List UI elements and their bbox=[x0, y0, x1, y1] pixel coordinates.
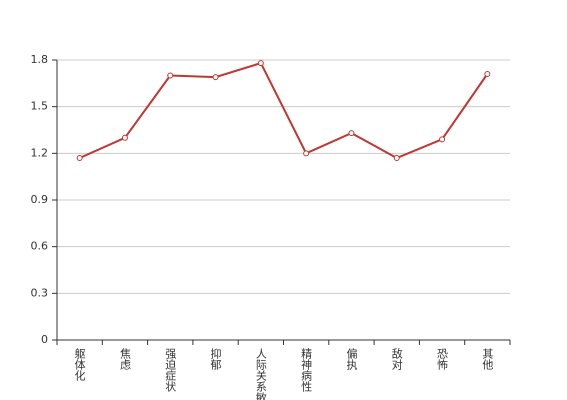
x-tick-label: 偏执 bbox=[345, 347, 358, 371]
y-tick-label: 1.2 bbox=[31, 146, 49, 159]
x-tick-label: 恐怖 bbox=[436, 348, 449, 370]
x-tick-label: 敌对 bbox=[390, 347, 403, 370]
line bbox=[79, 61, 489, 160]
y-tick-label: 0.3 bbox=[31, 286, 49, 299]
x-tick-label: 躯体化 bbox=[73, 348, 86, 382]
point bbox=[212, 74, 219, 81]
point bbox=[257, 60, 264, 67]
point bbox=[121, 134, 128, 141]
y-tick-label: 1.8 bbox=[31, 53, 49, 66]
x-tick-label: 焦虑 bbox=[118, 348, 131, 370]
point bbox=[167, 72, 174, 79]
x-tick-label: 其他 bbox=[481, 348, 494, 370]
x-tick-label: 抑郁 bbox=[209, 347, 222, 370]
x-tick-label: 精神病性 bbox=[300, 348, 313, 393]
point bbox=[303, 150, 310, 157]
point bbox=[484, 71, 491, 77]
point bbox=[348, 130, 355, 137]
y-tick-label: 0.6 bbox=[31, 240, 49, 253]
x-tick-label: 人际关系敏感 bbox=[254, 348, 267, 400]
x-tick-label: 强迫症状 bbox=[164, 348, 177, 392]
y-tick-label: 1.5 bbox=[31, 100, 49, 113]
point bbox=[439, 136, 446, 143]
y-tick-label: 0 bbox=[41, 333, 48, 346]
y-tick-label: 0.9 bbox=[31, 193, 49, 206]
point bbox=[76, 155, 83, 161]
point bbox=[393, 155, 400, 161]
